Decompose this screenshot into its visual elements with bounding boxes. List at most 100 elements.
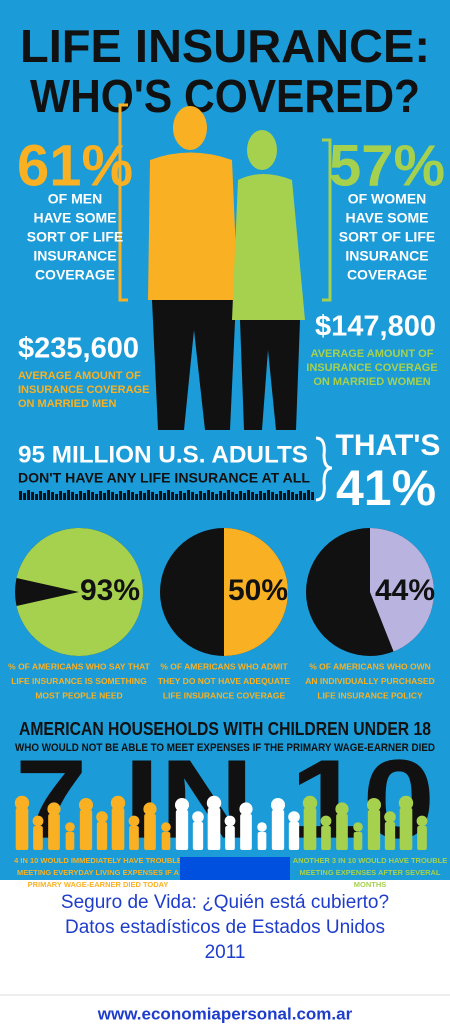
caption: Seguro de Vida: ¿Quién está cubierto? [61,892,389,913]
person [63,493,66,500]
person [95,494,98,500]
stat-text: INSURANCE [345,248,428,264]
figure-body [257,832,267,850]
pie-label: 93% [80,574,140,607]
figure-head [79,798,93,812]
pie-slice [370,528,434,652]
figure-body [271,810,285,850]
person [227,490,230,500]
crowd [19,490,314,500]
stat-text: OF MEN [48,191,102,207]
figure-head [271,798,285,812]
person [263,493,266,500]
title: WHO'S COVERED? [30,70,420,122]
person [299,491,302,500]
person [255,494,258,500]
person [39,491,42,500]
figure-body [321,826,331,850]
person [19,491,22,500]
person [251,492,254,500]
person [119,491,122,500]
person [55,494,58,500]
amount-text: AVERAGE AMOUNT OF [18,370,141,382]
figure-body [367,810,381,850]
person [243,493,246,500]
pie-caption: % OF AMERICANS WHO ADMIT [160,661,288,671]
person [115,494,118,500]
figure-head [416,815,428,827]
person [199,491,202,500]
bracket [118,103,128,302]
headline: 95 MILLION U.S. ADULTS [18,441,308,468]
figure-head [206,795,222,811]
pies: 93% % OF AMERICANS WHO SAY THAT LIFE INSUR… [8,528,435,700]
person [167,490,170,500]
note: MONTHS [354,880,387,889]
note: 4 IN 10 WOULD IMMEDIATELY HAVE TROUBLE [14,856,182,865]
person [111,492,114,500]
headline: AMERICAN HOUSEHOLDS WITH CHILDREN UNDER … [19,719,431,739]
person [103,493,106,500]
person [143,493,146,500]
figure-head [175,798,189,812]
pie-caption: LIFE INSURANCE COVERAGE [163,690,286,700]
person [151,492,154,500]
figure-head [384,811,396,823]
person [291,492,294,500]
figure-body [79,810,93,850]
person [207,490,210,500]
caption: 2011 [205,942,246,963]
figure-head [288,811,300,823]
background [0,0,450,880]
person [171,492,174,500]
person [259,491,262,500]
person [23,493,26,500]
note: MEETING EXPENSES AFTER SEVERAL [300,868,441,877]
person [179,491,182,500]
figure-head [47,802,61,816]
person [283,493,286,500]
person [307,490,310,500]
person [163,493,166,500]
figure-head [128,815,140,827]
person [131,492,134,500]
figure-head [65,822,75,832]
stat-text: OF WOMEN [348,191,427,207]
person [59,491,62,500]
person [159,491,162,500]
figure-body [65,832,75,850]
amount-text: ON MARRIED WOMEN [313,376,430,388]
person [87,490,90,500]
figure-body [144,814,156,850]
person [231,492,234,500]
figure-head [257,822,267,832]
figure-head [14,795,30,811]
amount-text: ON MARRIED MEN [18,398,116,410]
figure-body [161,832,171,850]
person [139,491,142,500]
stat: 57% [329,133,445,198]
person [35,494,38,500]
person [43,493,46,500]
person [91,492,94,500]
figure-body [111,808,125,850]
figure-body [384,822,396,850]
person [303,493,306,500]
pie-slice [16,528,143,656]
pie-caption: LIFE INSURANCE POLICY [317,690,423,700]
stat-text: HAVE SOME [34,210,117,226]
that: THAT'S [336,429,441,462]
figure-body [96,822,108,850]
person [31,492,34,500]
figure-body [240,814,252,850]
url: www.economiapersonal.com.ar [97,1004,353,1023]
figure-body [225,826,235,850]
caption: Datos estadísticos de Estados Unidos [65,917,385,938]
title: LIFE INSURANCE: [20,20,430,72]
amount-text: AVERAGE AMOUNT OF [311,348,434,360]
person [27,490,30,500]
figure-body [48,814,60,850]
stat-text: HAVE SOME [346,210,429,226]
stat-text: COVERAGE [347,267,427,283]
share: 41% [336,460,436,516]
